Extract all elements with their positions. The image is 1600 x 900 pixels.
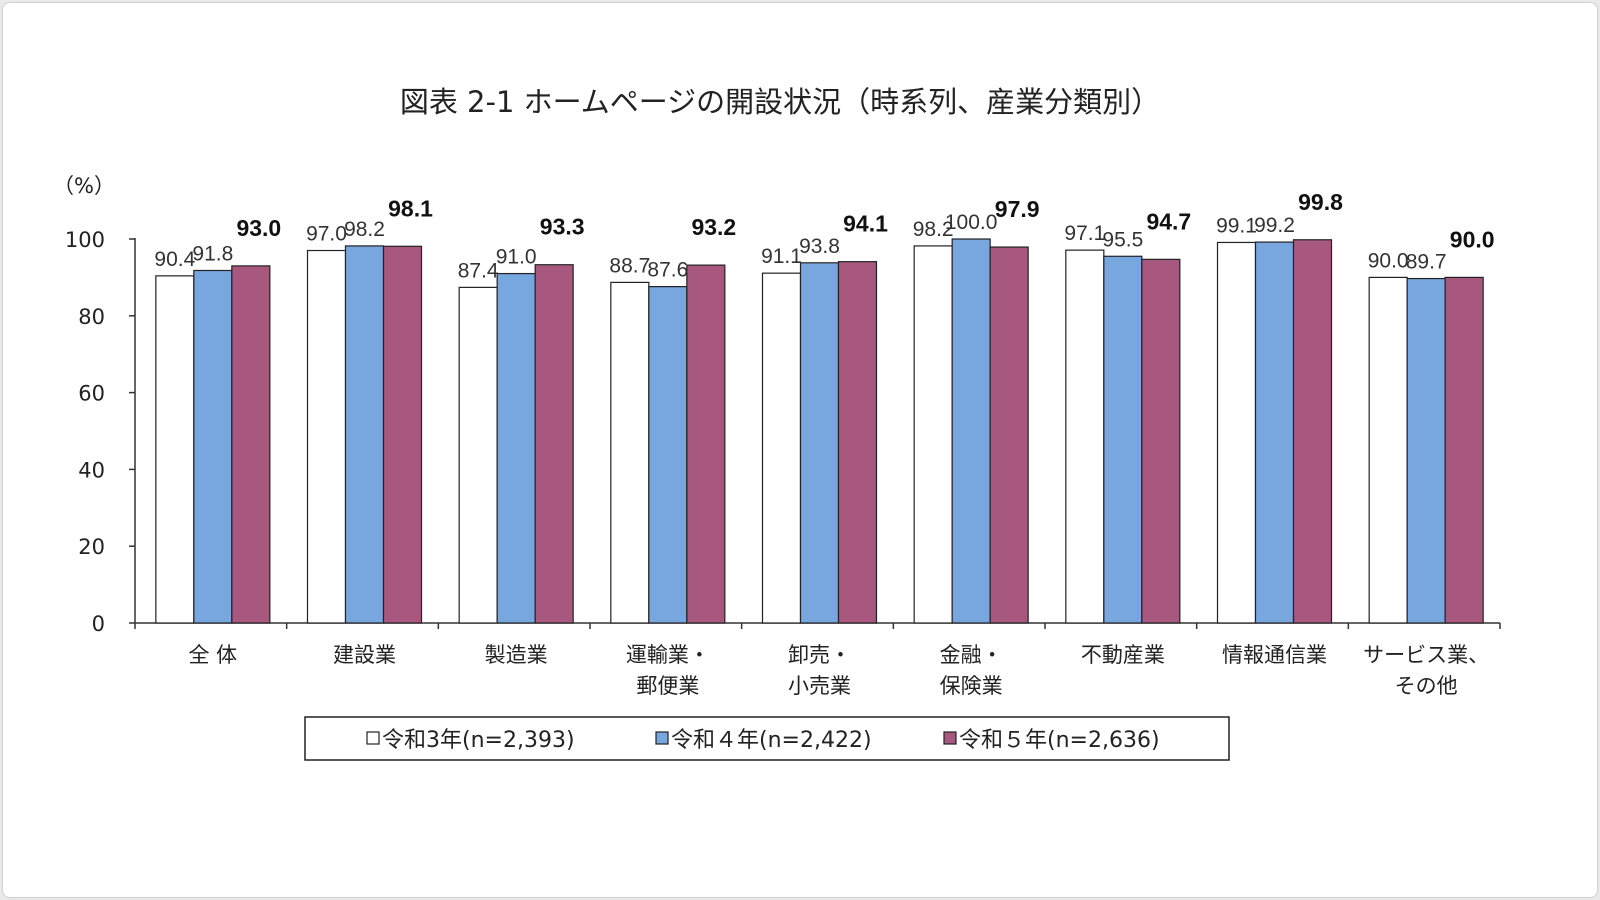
- legend-swatch: [655, 731, 669, 745]
- bars: [155, 238, 1484, 624]
- legend-swatch: [366, 731, 380, 745]
- bar: [761, 272, 802, 624]
- bar: [1254, 241, 1295, 624]
- value-label: 93.0: [236, 215, 281, 241]
- bar: [1103, 255, 1143, 624]
- value-label: 88.7: [609, 254, 650, 277]
- value-label: 99.2: [1254, 214, 1295, 237]
- bar: [1065, 249, 1105, 624]
- value-label: 93.3: [540, 214, 585, 240]
- category-label: 全 体: [188, 643, 237, 667]
- category-label: 小売業: [788, 674, 851, 698]
- value-label: 87.4: [458, 259, 499, 282]
- bar: [534, 264, 574, 624]
- value-label: 99.1: [1216, 214, 1257, 237]
- y-tick-label: 20: [78, 535, 105, 559]
- category-label: 郵便業: [636, 674, 699, 698]
- value-label: 93.2: [691, 214, 736, 240]
- value-label: 90.0: [1450, 226, 1495, 252]
- bar: [496, 272, 536, 624]
- value-label: 98.2: [344, 218, 385, 241]
- value-label: 97.9: [995, 196, 1040, 222]
- bar: [193, 269, 233, 624]
- bar: [458, 286, 498, 624]
- category-label: 製造業: [485, 643, 548, 667]
- bar: [913, 245, 953, 624]
- value-label: 90.4: [154, 248, 195, 271]
- category-labels: 全 体 建設業 製造業 運輸業・郵便業 卸売・小売業 金融・保険業 不動産業 情報通信業 サービ…: [188, 643, 1489, 698]
- bar: [837, 261, 878, 624]
- bar: [1444, 276, 1484, 624]
- bar: [382, 245, 423, 624]
- legend-swatch: [943, 731, 957, 745]
- bar: [989, 246, 1029, 624]
- chart-title: 図表 2-1 ホームページの開設状況（時系列、産業分類別）: [400, 85, 1160, 119]
- category-label: 不動産業: [1081, 643, 1165, 667]
- bar: [1141, 258, 1181, 624]
- bar: [344, 245, 385, 624]
- value-label: 87.6: [647, 259, 688, 282]
- bar: [951, 238, 991, 624]
- category-label: 卸売・: [788, 643, 851, 667]
- bar: [610, 281, 650, 624]
- y-tick-label: 40: [78, 458, 105, 482]
- y-axis-unit-label: （%）: [53, 174, 115, 198]
- y-tick-label: 0: [92, 612, 105, 636]
- bar: [155, 275, 195, 624]
- y-tick-label: 60: [78, 382, 105, 406]
- value-label: 91.8: [192, 242, 233, 265]
- value-label: 97.0: [306, 223, 347, 246]
- value-label: 93.8: [799, 235, 840, 258]
- legend-box: [304, 716, 1230, 761]
- category-label: その他: [1395, 674, 1458, 698]
- value-label: 98.2: [913, 218, 954, 241]
- value-label: 89.7: [1406, 251, 1447, 274]
- value-label: 90.0: [1368, 249, 1409, 272]
- category-label: 情報通信業: [1222, 643, 1327, 667]
- value-label: 99.8: [1298, 189, 1343, 215]
- legend-entry: 令和５年(n=2,636): [959, 728, 1160, 753]
- category-label: 運輸業・: [626, 643, 710, 667]
- value-label: 100.0: [945, 211, 998, 234]
- value-label: 95.5: [1102, 228, 1143, 251]
- value-labels: 90.491.893.0 97.098.298.187.491.093.388.7…: [154, 189, 1494, 283]
- bar: [231, 265, 271, 624]
- bar: [1368, 276, 1408, 624]
- legend: 令和3年(n=2,393) 令和４年(n=2,422) 令和５年(n=2,636): [304, 716, 1230, 761]
- category-label: 建設業: [333, 643, 396, 667]
- category-label: サービス業、: [1363, 643, 1489, 667]
- bar: [306, 249, 347, 624]
- bar: [1406, 277, 1446, 624]
- bar: [1216, 241, 1257, 624]
- value-label: 94.7: [1146, 208, 1191, 234]
- category-label: 金融・: [940, 643, 1003, 667]
- bar: [799, 262, 840, 624]
- value-label: 94.1: [843, 211, 888, 237]
- legend-entry: 令和４年(n=2,422): [671, 728, 872, 753]
- category-label: 保険業: [940, 674, 1003, 698]
- value-label: 91.1: [761, 245, 802, 268]
- y-tick-label: 100: [65, 228, 105, 252]
- value-label: 98.1: [388, 195, 433, 221]
- bar: [1292, 239, 1333, 624]
- value-label: 91.0: [496, 246, 537, 269]
- bar: [686, 264, 726, 624]
- y-tick-label: 80: [78, 305, 105, 329]
- legend-entry: 令和3年(n=2,393): [382, 728, 575, 753]
- bar: [648, 286, 688, 624]
- value-label: 97.1: [1064, 222, 1105, 245]
